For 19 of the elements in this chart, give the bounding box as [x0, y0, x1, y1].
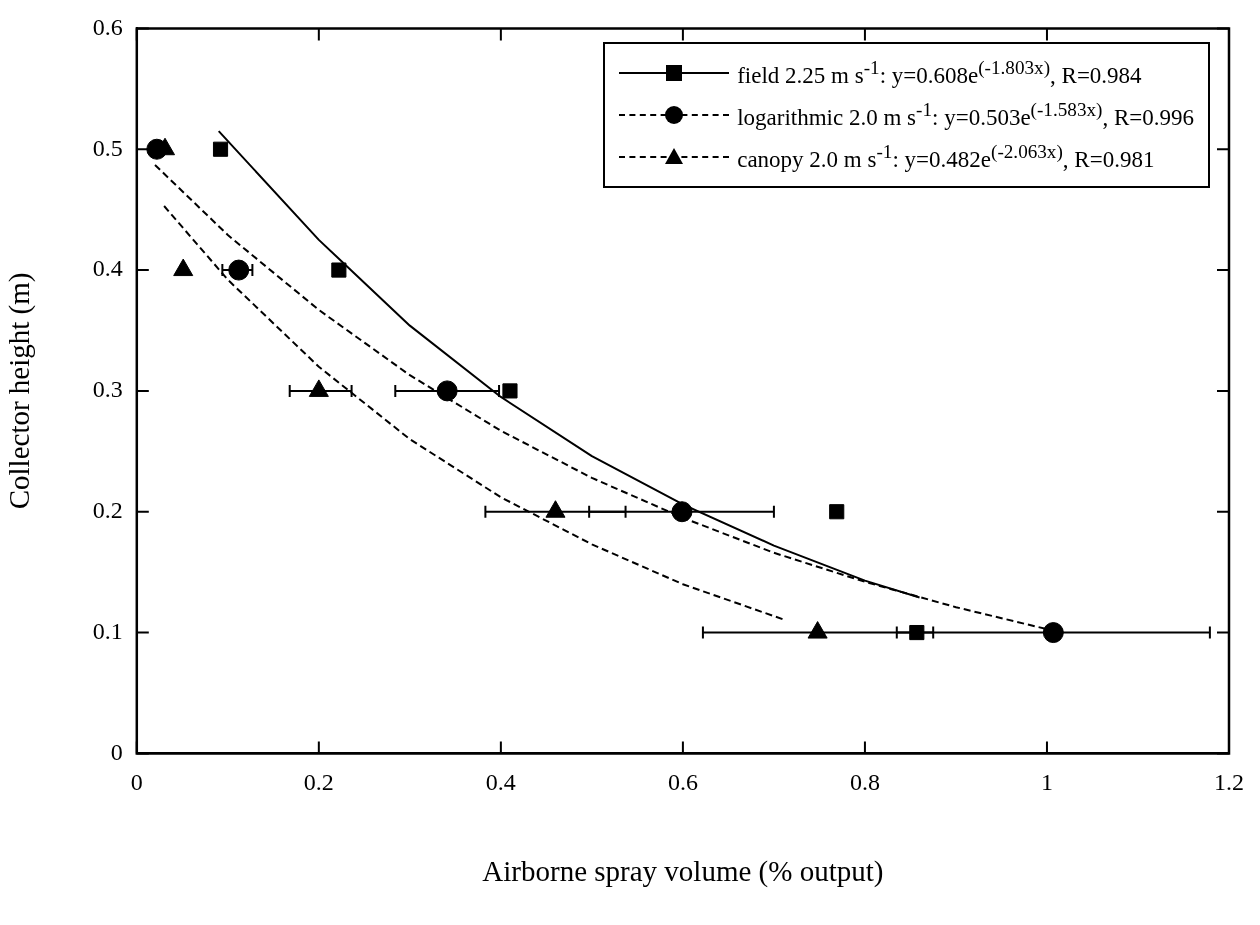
y-tick-label: 0.4	[92, 255, 123, 282]
y-tick-label: 0.6	[92, 13, 123, 40]
y-tick-label: 0.5	[92, 134, 123, 161]
x-axis-title: Airborne spray volume (% output)	[482, 855, 884, 889]
legend-label: logarithmic 2.0 m s$^{-1}$: y=0.503e$^{(-1.583x)}$, R=0.996	[737, 99, 1194, 131]
x-tick-label: 0.2	[303, 769, 334, 796]
x-tick-label: 0	[130, 769, 143, 796]
y-tick-label: 0.1	[92, 617, 123, 644]
y-axis-title: Collector height (m)	[3, 272, 37, 510]
legend-label: canopy 2.0 m s$^{-1}$: y=0.482e$^{(-2.063x)}$, R=0.981	[737, 141, 1155, 173]
x-tick-label: 0.6	[667, 769, 698, 796]
legend-label: field 2.25 m s$^{-1}$: y=0.608e$^{(-1.803x)}$, R=0.984	[737, 57, 1142, 89]
y-tick-label: 0	[110, 738, 123, 765]
x-tick-label: 0.4	[485, 769, 516, 796]
y-tick-label: 0.2	[92, 497, 123, 524]
x-tick-label: 1.2	[1214, 769, 1244, 796]
x-tick-label: 0.8	[849, 769, 880, 796]
y-tick-label: 0.3	[92, 376, 123, 403]
x-tick-label: 1	[1040, 769, 1053, 796]
